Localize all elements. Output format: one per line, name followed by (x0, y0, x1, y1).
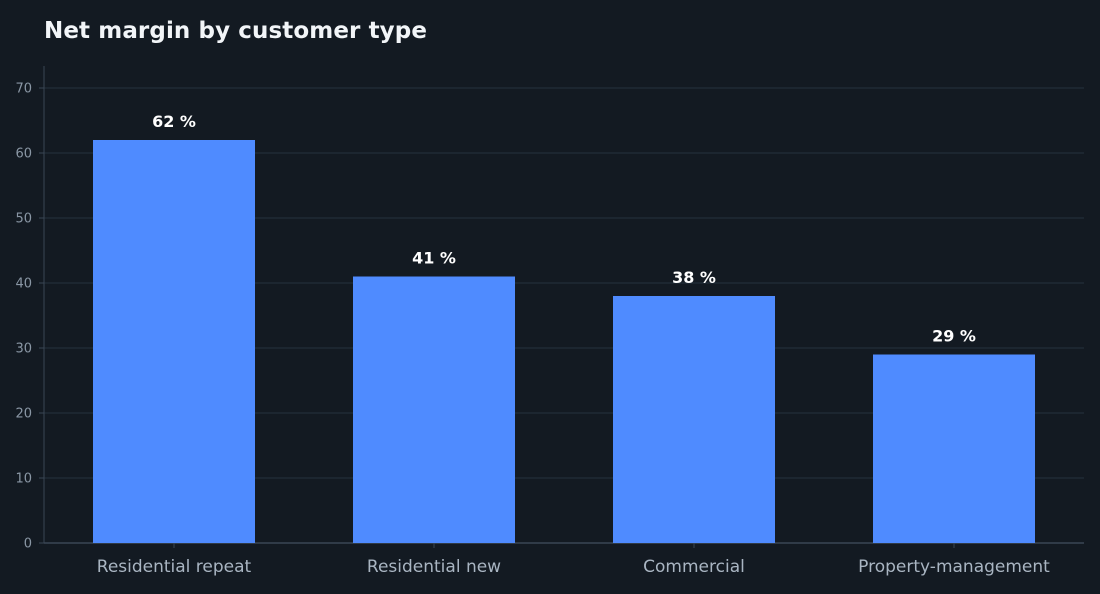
x-category-label: Residential new (367, 557, 501, 577)
x-category-label: Residential repeat (97, 557, 252, 577)
y-tick-label: 40 (15, 277, 32, 292)
bar-residential-new (353, 276, 515, 543)
bars (93, 140, 1035, 543)
y-tick-label: 70 (15, 82, 32, 97)
y-tick-label: 10 (15, 472, 32, 487)
bar-property-management (873, 354, 1035, 543)
y-tick-label: 50 (15, 212, 32, 227)
value-label: 41 % (412, 249, 456, 268)
y-tick-label: 0 (24, 537, 32, 552)
bar-residential-repeat (93, 140, 255, 543)
axes: 0 10 20 30 40 50 60 70 (15, 66, 1084, 552)
bar-commercial (613, 296, 775, 543)
value-label: 29 % (932, 327, 976, 346)
y-tick-label: 30 (15, 342, 32, 357)
y-tick-label: 60 (15, 147, 32, 162)
x-category-label: Property-management (858, 557, 1050, 577)
chart-title: Net margin by customer type (44, 18, 428, 44)
value-label: 62 % (152, 112, 196, 131)
y-tick-label: 20 (15, 407, 32, 422)
value-label: 38 % (672, 268, 716, 287)
labels: 62 % Residential repeat 41 % Residential ne… (97, 112, 1050, 577)
x-category-label: Commercial (643, 557, 745, 577)
